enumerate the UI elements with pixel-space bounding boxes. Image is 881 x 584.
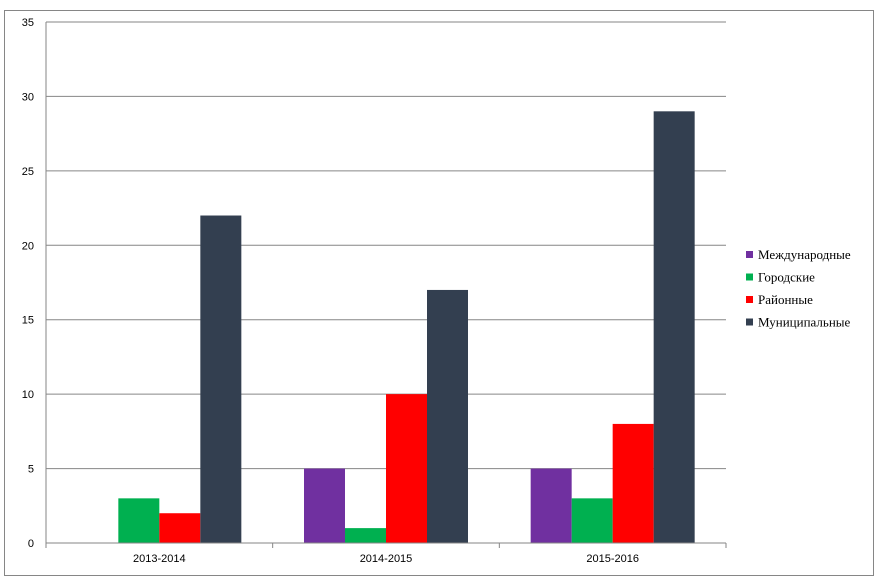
bar-4-1	[200, 215, 242, 543]
y-tick-label: 20	[22, 240, 34, 252]
bar-2-3	[571, 498, 613, 543]
bar-4-2	[427, 289, 468, 543]
x-axis-ticks: 2013-2014 2014-2015 2015-2016	[133, 553, 639, 565]
y-axis-ticks: 0 5 10 15 20 25 30 35	[22, 17, 34, 550]
bar-3-1	[159, 513, 201, 543]
y-tick-label: 35	[22, 17, 34, 29]
chart-frame: 0 5 10 15 20 25 30 35 2013-2014 2014-2015 2015-20…	[4, 10, 874, 576]
x-tick-label: 2013-2014	[133, 553, 186, 565]
y-tick-label: 25	[22, 166, 34, 178]
legend-swatch	[746, 251, 753, 258]
bar-1-3	[530, 468, 572, 543]
bar-3-3	[612, 423, 654, 543]
gridlines	[46, 21, 726, 470]
legend-label: Муниципальные	[758, 315, 851, 330]
y-tick-label: 15	[22, 315, 34, 327]
bar-chart: 0 5 10 15 20 25 30 35 2013-2014 2014-2015 2015-20…	[22, 17, 851, 565]
y-tick-label: 0	[28, 538, 34, 550]
y-tick-label: 30	[22, 91, 34, 103]
legend-label: Городские	[758, 270, 815, 285]
bar-2-1	[118, 498, 160, 543]
legend-label: Международные	[758, 247, 851, 262]
legend: Международные Городские Районные Муниципаль…	[746, 247, 851, 330]
legend-swatch	[746, 296, 753, 303]
y-tick-label: 5	[28, 464, 34, 476]
bar-4-3	[653, 111, 695, 544]
x-tick-label: 2015-2016	[586, 553, 639, 565]
legend-swatch	[746, 318, 753, 326]
legend-swatch	[746, 273, 753, 281]
legend-label: Районные	[758, 292, 813, 307]
bar-3-2	[386, 394, 427, 543]
x-tick-label: 2014-2015	[360, 553, 413, 565]
y-tick-label: 10	[22, 389, 34, 401]
bars	[118, 111, 695, 544]
bar-1-2	[304, 468, 345, 543]
bar-2-2	[345, 528, 386, 543]
axes	[45, 22, 727, 548]
